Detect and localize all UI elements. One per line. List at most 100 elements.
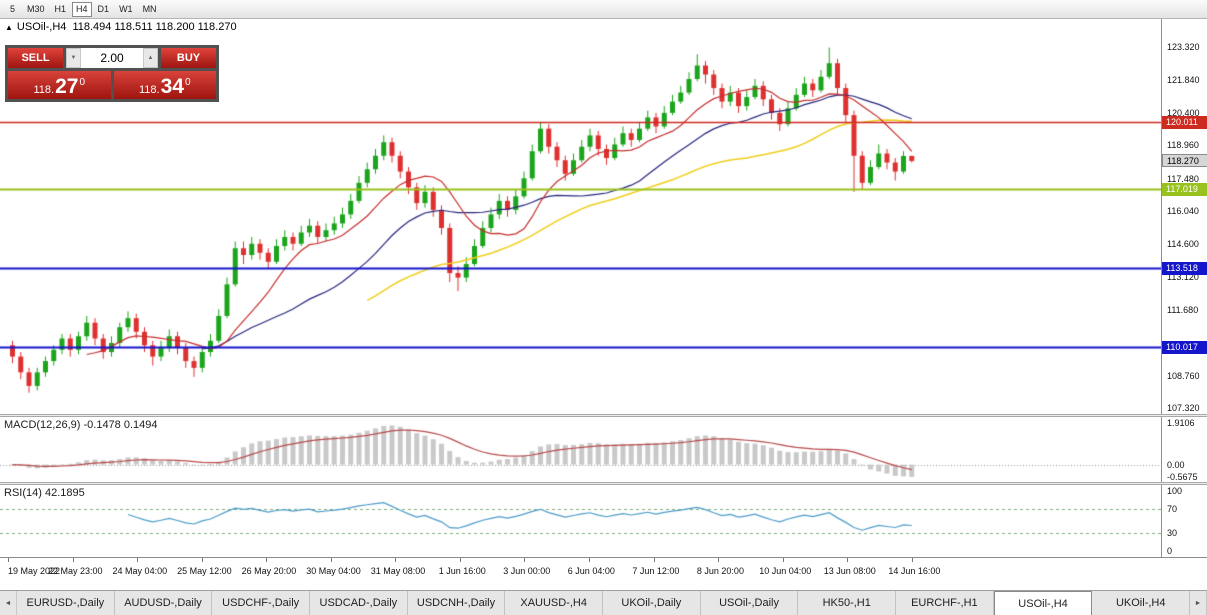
macd-axis-label: 0.00 [1167,459,1185,470]
time-axis-label: 6 Jun 04:00 [567,566,615,576]
buy-price-point: 0 [184,77,191,88]
price-axis-label: 114.600 [1167,238,1199,249]
timeframe-button-mn[interactable]: MN [142,4,157,14]
time-axis-label: 30 May 04:00 [306,566,361,576]
time-axis-label: 22 May 23:00 [48,566,103,576]
chart-tab-usdcnh-daily[interactable]: USDCNH-,Daily [408,591,506,615]
macd-axis-label: 1.9106 [1167,418,1195,428]
chart-tab-xauusd-h4[interactable]: XAUUSD-,H4 [505,591,604,615]
chart-tab-eurchf-h1[interactable]: EURCHF-,H1 [896,591,994,615]
sell-button[interactable]: SELL [8,48,63,68]
time-tick [782,558,784,562]
buy-button[interactable]: BUY [161,48,216,68]
tabs-scroll-right-button[interactable]: ► [1190,591,1207,615]
timeframe-button-h4[interactable]: H4 [72,1,92,17]
chart-tab-usdcad-daily[interactable]: USDCAD-,Daily [310,591,408,615]
chart-tab-eurusd-daily[interactable]: EURUSD-,Daily [17,591,115,615]
price-axis-label: 118.960 [1167,140,1199,151]
volume-decrease-button[interactable]: ▼ [66,48,81,68]
sell-price-pips: 27 [55,75,79,98]
rsi-axis-label: 30 [1167,528,1178,538]
sell-price-point: 0 [79,77,85,88]
window-separator[interactable] [0,414,1207,417]
chart-tab-usoil-h4[interactable]: USOil-,H4 [993,591,1093,615]
time-tick [718,558,720,562]
timeframe-button-5[interactable]: 5 [9,4,15,14]
price-axis[interactable]: 123.320 121.840 120.400 118.960 117.480 116.0… [1161,19,1207,414]
time-tick [266,558,268,562]
buy-price-prefix: 118. [138,84,160,96]
price-axis-label: 107.320 [1167,403,1200,413]
time-axis-label: 3 Jun 00:00 [503,566,551,576]
window-separator[interactable] [0,482,1207,485]
macd-axis-label: -0.5675 [1167,472,1198,482]
rsi-axis-label: 0 [1167,546,1173,556]
chart-window: 123.320 121.840 120.400 118.960 117.480 116.0… [0,19,1207,590]
chart-tab-ukoil-daily[interactable]: UKOil-,Daily [603,591,701,615]
hline-price-tag[interactable]: 120.011 [1162,115,1207,129]
timeframe-toolbar: 5 M30 H1 H4 D1 W1 MN [0,0,1207,19]
timeframe-button-h1[interactable]: H1 [54,4,67,14]
macd-values: -0.1478 0.1494 [83,419,158,431]
chart-tab-ukoil-h4[interactable]: UKOil-,H4 [1092,591,1191,615]
tabs-list: EURUSD-,Daily AUDUSD-,Daily USDCHF-,Daily U… [17,591,1191,615]
time-axis-label: 1 Jun 16:00 [438,566,486,576]
macd-axis[interactable]: 1.9106 0.00 -0.5675 [1161,417,1207,482]
macd-name: MACD(12,26,9) [4,419,81,431]
current-price-tag: 118.270 [1162,153,1207,167]
time-tick [588,558,590,562]
rsi-axis-label: 100 [1167,486,1183,496]
time-tick [330,558,332,562]
time-axis[interactable]: 19 May 2022 22 May 23:00 24 May 04:00 25 Ma… [0,557,1207,590]
timeframe-button-w1[interactable]: W1 [119,4,133,14]
buy-price-pips: 34 [160,75,184,98]
tabs-scroll-left-button[interactable]: ◄ [0,591,17,615]
timeframe-button-group: 5 M30 H1 H4 D1 W1 MN [4,1,161,17]
time-tick [911,558,913,562]
time-tick [524,558,526,562]
time-tick [8,558,9,562]
trade-panel-price-row: 118. 27 0 118. 34 0 [8,71,216,99]
chart-tab-audusd-daily[interactable]: AUDUSD-,Daily [115,591,213,615]
trade-panel-header-row: SELL ▼ 2.00 ▲ BUY [8,48,216,68]
volume-increase-button[interactable]: ▲ [143,48,158,68]
chart-title: ▲ USOil-,H4 118.494 118.511 118.200 118.27… [5,21,237,33]
price-axis-label: 108.760 [1167,370,1200,381]
rsi-name: RSI(14) [4,487,42,499]
chart-tab-hk50-h1[interactable]: HK50-,H1 [798,591,897,615]
one-click-trading-panel: SELL ▼ 2.00 ▲ BUY 118. 27 0 118. 34 0 [5,45,219,102]
price-axis-label: 113.120 [1167,272,1199,283]
macd-label: MACD(12,26,9) -0.1478 0.1494 [4,419,158,431]
macd-canvas[interactable] [0,417,1161,482]
chart-tab-usdchf-daily[interactable]: USDCHF-,Daily [212,591,311,615]
chart-ohlc-values: 118.494 118.511 118.200 118.270 [72,21,237,33]
timeframe-button-d1[interactable]: D1 [97,4,110,14]
chart-symbol-timeframe: USOil-,H4 [16,21,67,33]
price-axis-label: 117.480 [1167,173,1199,184]
time-axis-label: 31 May 08:00 [370,566,426,576]
price-axis-label: 121.840 [1167,75,1200,86]
volume-value[interactable]: 2.00 [100,51,124,65]
time-tick [137,558,139,562]
time-tick [459,558,461,562]
hline-price-tag[interactable]: 113.518 [1162,262,1207,276]
time-axis-label: 8 Jun 20:00 [696,566,744,576]
rsi-axis[interactable]: 100 70 30 0 [1161,485,1207,557]
buy-price-button[interactable]: 118. 34 0 [113,71,216,99]
time-tick [201,558,203,562]
time-tick [847,558,849,562]
time-tick [653,558,655,562]
timeframe-button-m30[interactable]: M30 [27,4,45,14]
sell-price-button[interactable]: 118. 27 0 [8,71,111,99]
time-axis-label: 7 Jun 12:00 [632,566,680,576]
rsi-value: 42.1895 [44,487,85,499]
hline-price-tag[interactable]: 110.017 [1162,341,1207,355]
price-axis-label: 120.400 [1167,107,1200,118]
chart-tabs-bar: ◄ EURUSD-,Daily AUDUSD-,Daily USDCHF-,Dail… [0,590,1207,615]
rsi-canvas[interactable] [0,485,1161,557]
price-axis-label: 111.680 [1167,304,1199,315]
hline-price-tag[interactable]: 117.019 [1162,183,1207,197]
trade-panel-toggle-icon[interactable]: ▲ [5,23,13,32]
chart-tab-usoil-daily[interactable]: USOil-,Daily [701,591,799,615]
